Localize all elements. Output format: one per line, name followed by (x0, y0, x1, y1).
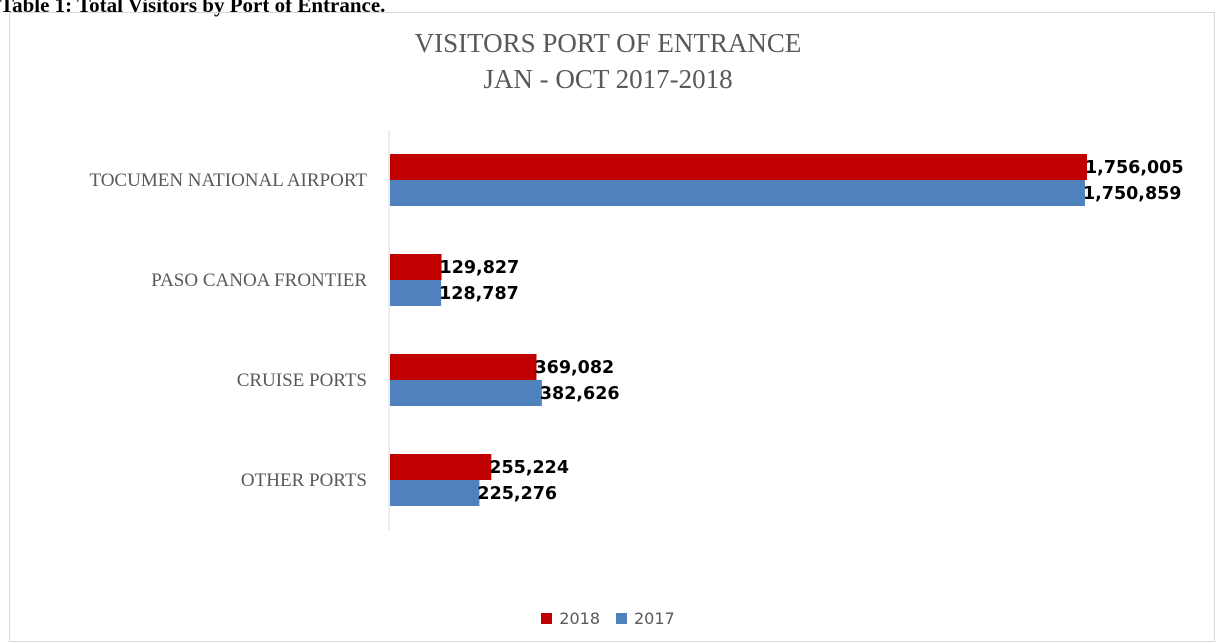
chart-title-line2: JAN - OCT 2017-2018 (483, 64, 733, 94)
bar-2017-cruise-ports (390, 380, 542, 406)
legend-item-2017: 2017 (616, 609, 675, 628)
legend-label-2017: 2017 (634, 608, 675, 628)
legend-swatch-2017 (616, 612, 627, 624)
data-label-2017-cruise-ports: 382,626 (540, 384, 620, 404)
data-label-2018-paso-canoa-frontier: 129,827 (440, 258, 520, 278)
data-label-2017-tocumen-national-airport: 1,750,859 (1083, 184, 1182, 204)
legend-swatch-2018 (541, 612, 553, 624)
bar-2017-other-ports (390, 480, 480, 506)
data-label-2017-other-ports: 225,276 (477, 484, 557, 504)
data-label-2018-other-ports: 255,224 (489, 458, 569, 478)
bar-2018-tocumen-national-airport (390, 154, 1087, 180)
category-label-other-ports: OTHER PORTS (241, 470, 367, 491)
category-label-cruise-ports: CRUISE PORTS (237, 370, 367, 391)
bar-2018-other-ports (390, 454, 492, 480)
category-label-tocumen-national-airport: TOCUMEN NATIONAL AIRPORT (89, 170, 367, 191)
category-label-paso-canoa-frontier: PASO CANOA FRONTIER (151, 270, 367, 291)
legend-item-2018: 2018 (541, 609, 600, 628)
chart-title-line1: VISITORS PORT OF ENTRANCE (414, 28, 802, 58)
bar-2017-paso-canoa-frontier (390, 280, 442, 306)
data-label-2017-paso-canoa-frontier: 128,787 (439, 284, 519, 304)
bar-2017-tocumen-national-airport (390, 180, 1085, 206)
bar-2018-paso-canoa-frontier (390, 254, 442, 280)
data-label-2018-cruise-ports: 369,082 (534, 358, 614, 378)
legend-label-2018: 2018 (559, 608, 600, 628)
chart-legend: 2018 2017 (0, 606, 1216, 630)
data-label-2018-tocumen-national-airport: 1,756,005 (1085, 158, 1184, 178)
bar-2018-cruise-ports (390, 354, 537, 380)
